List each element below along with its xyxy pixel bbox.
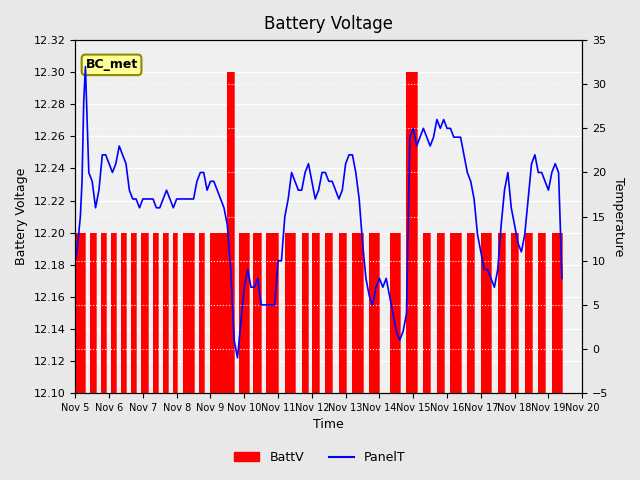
Text: BC_met: BC_met (85, 59, 138, 72)
X-axis label: Time: Time (314, 419, 344, 432)
Y-axis label: Temperature: Temperature (612, 177, 625, 256)
Title: Battery Voltage: Battery Voltage (264, 15, 393, 33)
Legend: BattV, PanelT: BattV, PanelT (229, 446, 411, 469)
Y-axis label: Battery Voltage: Battery Voltage (15, 168, 28, 265)
